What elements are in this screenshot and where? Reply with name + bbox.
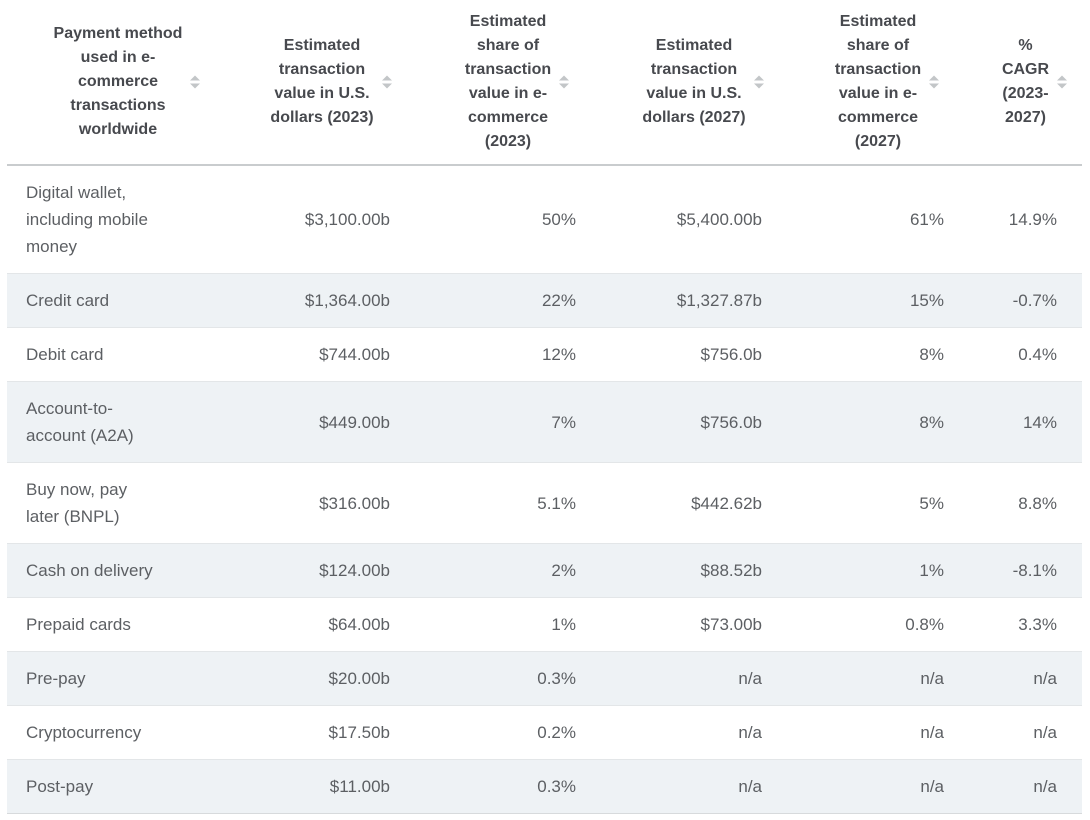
sort-icon [1057, 75, 1068, 89]
cell-value-2027: $442.62b [601, 462, 787, 544]
cell-value-2027: $5,400.00b [601, 165, 787, 274]
cell-value-2027: $73.00b [601, 597, 787, 652]
cell-value-2027: n/a [601, 651, 787, 706]
cell-cagr: 3.3% [969, 597, 1082, 652]
table-row: Pre-pay $20.00b 0.3% n/a n/a n/a [7, 651, 1082, 706]
cell-value-2023: $124.00b [229, 543, 415, 598]
cell-cagr: n/a [969, 705, 1082, 760]
payment-methods-table-container: Payment method used in e- commerce trans… [7, 0, 1082, 814]
cell-method: Digital wallet, including mobile money [7, 165, 229, 274]
cell-share-2023: 7% [415, 381, 601, 463]
cell-value-2027: n/a [601, 759, 787, 814]
cell-share-2023: 2% [415, 543, 601, 598]
cell-share-2023: 12% [415, 327, 601, 382]
cell-share-2027: 5% [787, 462, 969, 544]
table-row: Cash on delivery $124.00b 2% $88.52b 1% -8.1% [7, 543, 1082, 598]
cell-share-2027: n/a [787, 651, 969, 706]
cell-share-2023: 0.2% [415, 705, 601, 760]
cell-value-2023: $449.00b [229, 381, 415, 463]
cell-value-2023: $316.00b [229, 462, 415, 544]
cell-value-2027: n/a [601, 705, 787, 760]
column-header-share-2027[interactable]: Estimated share of transaction value in … [787, 0, 969, 166]
cell-cagr: 8.8% [969, 462, 1082, 544]
cell-share-2027: 0.8% [787, 597, 969, 652]
table-row: Account-to- account (A2A) $449.00b 7% $756.… [7, 381, 1082, 463]
table-row: Debit card $744.00b 12% $756.0b 8% 0.4% [7, 327, 1082, 382]
header-row: Payment method used in e- commerce trans… [7, 0, 1082, 166]
cell-value-2027: $756.0b [601, 327, 787, 382]
sort-icon [929, 75, 940, 89]
table-row: Digital wallet, including mobile money $3… [7, 165, 1082, 274]
sort-icon [381, 75, 392, 89]
column-header-method[interactable]: Payment method used in e- commerce trans… [7, 0, 229, 166]
cell-value-2023: $744.00b [229, 327, 415, 382]
table-row: Cryptocurrency $17.50b 0.2% n/a n/a n/a [7, 705, 1082, 760]
column-header-label: Payment method used in e- commerce trans… [53, 25, 183, 138]
sort-icon [753, 75, 764, 89]
cell-share-2027: 15% [787, 273, 969, 328]
cell-share-2023: 5.1% [415, 462, 601, 544]
cell-value-2023: $1,364.00b [229, 273, 415, 328]
column-header-label: Estimated share of transaction value in … [834, 13, 922, 150]
cell-share-2027: n/a [787, 759, 969, 814]
column-header-share-2023[interactable]: Estimated share of transaction value in … [415, 0, 601, 166]
table-row: Credit card $1,364.00b 22% $1,327.87b 15% -0.… [7, 273, 1082, 328]
cell-value-2027: $1,327.87b [601, 273, 787, 328]
column-header-label: Estimated transaction value in U.S. doll… [642, 37, 746, 126]
cell-method: Post-pay [7, 759, 229, 814]
table-row: Buy now, pay later (BNPL) $316.00b 5.1% $44… [7, 462, 1082, 544]
cell-method: Pre-pay [7, 651, 229, 706]
cell-method: Prepaid cards [7, 597, 229, 652]
column-header-cagr[interactable]: % CAGR (2023- 2027) [969, 0, 1082, 166]
cell-method: Buy now, pay later (BNPL) [7, 462, 229, 544]
sort-icon [190, 75, 201, 89]
cell-value-2023: $20.00b [229, 651, 415, 706]
cell-cagr: -8.1% [969, 543, 1082, 598]
cell-share-2023: 50% [415, 165, 601, 274]
cell-cagr: 14.9% [969, 165, 1082, 274]
cell-share-2023: 0.3% [415, 759, 601, 814]
cell-share-2023: 22% [415, 273, 601, 328]
column-header-value-2027[interactable]: Estimated transaction value in U.S. doll… [601, 0, 787, 166]
payment-methods-table: Payment method used in e- commerce trans… [7, 0, 1082, 814]
column-header-label: Estimated share of transaction value in … [464, 13, 552, 150]
cell-value-2027: $756.0b [601, 381, 787, 463]
cell-method: Cryptocurrency [7, 705, 229, 760]
sort-icon [559, 75, 570, 89]
table-row: Post-pay $11.00b 0.3% n/a n/a n/a [7, 759, 1082, 814]
cell-cagr: 14% [969, 381, 1082, 463]
cell-method: Credit card [7, 273, 229, 328]
cell-cagr: -0.7% [969, 273, 1082, 328]
cell-method: Account-to- account (A2A) [7, 381, 229, 463]
cell-value-2027: $88.52b [601, 543, 787, 598]
cell-share-2027: 1% [787, 543, 969, 598]
column-header-value-2023[interactable]: Estimated transaction value in U.S. doll… [229, 0, 415, 166]
cell-method: Debit card [7, 327, 229, 382]
cell-share-2027: n/a [787, 705, 969, 760]
cell-cagr: 0.4% [969, 327, 1082, 382]
cell-cagr: n/a [969, 759, 1082, 814]
table-row: Prepaid cards $64.00b 1% $73.00b 0.8% 3.3% [7, 597, 1082, 652]
column-header-label: Estimated transaction value in U.S. doll… [270, 37, 374, 126]
cell-share-2027: 8% [787, 381, 969, 463]
cell-value-2023: $17.50b [229, 705, 415, 760]
column-header-label: % CAGR (2023- 2027) [1001, 37, 1050, 126]
cell-method: Cash on delivery [7, 543, 229, 598]
cell-share-2023: 1% [415, 597, 601, 652]
cell-value-2023: $11.00b [229, 759, 415, 814]
cell-cagr: n/a [969, 651, 1082, 706]
cell-share-2027: 61% [787, 165, 969, 274]
cell-value-2023: $64.00b [229, 597, 415, 652]
cell-share-2027: 8% [787, 327, 969, 382]
cell-value-2023: $3,100.00b [229, 165, 415, 274]
cell-share-2023: 0.3% [415, 651, 601, 706]
